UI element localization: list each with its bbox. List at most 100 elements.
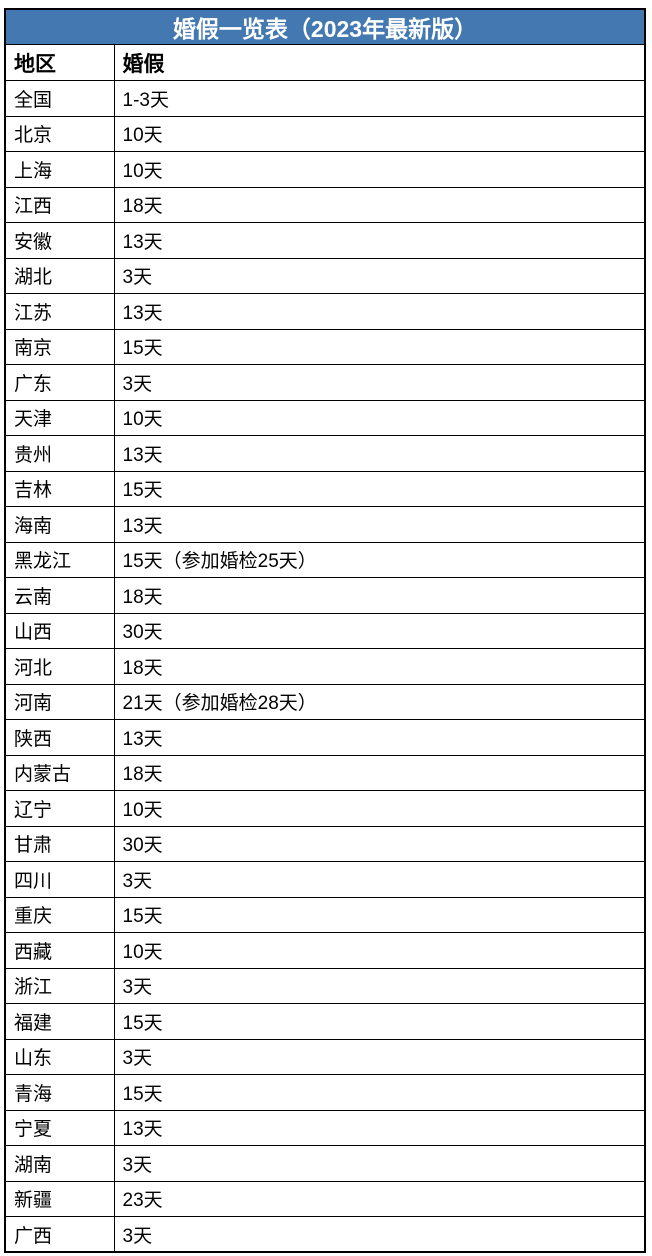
leave-cell: 3天 (113, 1038, 646, 1075)
region-cell: 吉林 (4, 470, 115, 507)
leave-cell: 15天 (113, 1003, 646, 1040)
table-row: 上海 10天 (4, 151, 646, 188)
leave-cell: 18天 (113, 754, 646, 791)
leave-cell: 23天 (113, 1180, 646, 1217)
table-row: 福建 15天 (4, 1003, 646, 1040)
leave-cell: 10天 (113, 399, 646, 436)
leave-cell: 10天 (113, 151, 646, 188)
region-cell: 山西 (4, 612, 115, 649)
region-cell: 江苏 (4, 293, 115, 330)
leave-cell: 21天（参加婚检28天） (113, 683, 646, 720)
region-cell: 陕西 (4, 719, 115, 756)
marriage-leave-table: 婚假一览表（2023年最新版） 地区 婚假 全国 1-3天 北京 10天 上海 … (4, 8, 646, 1253)
table-row: 全国 1-3天 (4, 80, 646, 117)
table-row: 江苏 13天 (4, 293, 646, 330)
region-cell: 浙江 (4, 967, 115, 1004)
region-cell: 天津 (4, 399, 115, 436)
region-cell: 福建 (4, 1003, 115, 1040)
region-cell: 四川 (4, 861, 115, 898)
leave-cell: 3天 (113, 861, 646, 898)
region-cell: 南京 (4, 328, 115, 365)
leave-cell: 30天 (113, 612, 646, 649)
table-row: 黑龙江 15天（参加婚检25天） (4, 541, 646, 578)
table-row: 安徽 13天 (4, 222, 646, 259)
table-row: 陕西 13天 (4, 719, 646, 756)
table-row: 山东 3天 (4, 1038, 646, 1075)
region-cell: 河北 (4, 648, 115, 685)
leave-cell: 13天 (113, 435, 646, 472)
table-row: 青海 15天 (4, 1074, 646, 1111)
table-row: 广西 3天 (4, 1216, 646, 1253)
leave-cell: 15天 (113, 328, 646, 365)
table-row: 山西 30天 (4, 612, 646, 649)
leave-cell: 3天 (113, 1216, 646, 1253)
leave-cell: 1-3天 (113, 80, 646, 117)
region-cell: 海南 (4, 506, 115, 543)
region-cell: 西藏 (4, 932, 115, 969)
table-row: 云南 18天 (4, 577, 646, 614)
leave-cell: 3天 (113, 1145, 646, 1182)
table-row: 吉林 15天 (4, 470, 646, 507)
table-row: 南京 15天 (4, 328, 646, 365)
table-row: 辽宁 10天 (4, 790, 646, 827)
column-header-leave: 婚假 (113, 44, 646, 81)
leave-cell: 13天 (113, 222, 646, 259)
region-cell: 新疆 (4, 1180, 115, 1217)
region-cell: 内蒙古 (4, 754, 115, 791)
region-cell: 青海 (4, 1074, 115, 1111)
table-row: 海南 13天 (4, 506, 646, 543)
table-body: 全国 1-3天 北京 10天 上海 10天 江西 18天 安徽 13天 湖北 3… (4, 80, 646, 1253)
leave-cell: 30天 (113, 825, 646, 862)
table-row: 河北 18天 (4, 648, 646, 685)
table-row: 重庆 15天 (4, 896, 646, 933)
leave-cell: 3天 (113, 364, 646, 401)
table-row: 浙江 3天 (4, 967, 646, 1004)
table-row: 贵州 13天 (4, 435, 646, 472)
region-cell: 河南 (4, 683, 115, 720)
leave-cell: 13天 (113, 506, 646, 543)
leave-cell: 18天 (113, 577, 646, 614)
region-cell: 广东 (4, 364, 115, 401)
leave-cell: 18天 (113, 186, 646, 223)
table-row: 内蒙古 18天 (4, 754, 646, 791)
region-cell: 重庆 (4, 896, 115, 933)
table-row: 河南 21天（参加婚检28天） (4, 683, 646, 720)
leave-cell: 15天（参加婚检25天） (113, 541, 646, 578)
region-cell: 山东 (4, 1038, 115, 1075)
marriage-leave-table-container: 婚假一览表（2023年最新版） 地区 婚假 全国 1-3天 北京 10天 上海 … (4, 8, 646, 1253)
leave-cell: 15天 (113, 896, 646, 933)
leave-cell: 10天 (113, 115, 646, 152)
leave-cell: 3天 (113, 967, 646, 1004)
region-cell: 贵州 (4, 435, 115, 472)
column-header-region: 地区 (4, 44, 115, 81)
region-cell: 安徽 (4, 222, 115, 259)
region-cell: 上海 (4, 151, 115, 188)
region-cell: 辽宁 (4, 790, 115, 827)
title-row: 婚假一览表（2023年最新版） (4, 8, 646, 45)
table-row: 天津 10天 (4, 399, 646, 436)
page-title: 婚假一览表（2023年最新版） (4, 8, 646, 45)
table-row: 湖北 3天 (4, 257, 646, 294)
leave-cell: 18天 (113, 648, 646, 685)
leave-cell: 3天 (113, 257, 646, 294)
table-row: 广东 3天 (4, 364, 646, 401)
table-row: 新疆 23天 (4, 1180, 646, 1217)
leave-cell: 10天 (113, 790, 646, 827)
leave-cell: 13天 (113, 1109, 646, 1146)
region-cell: 江西 (4, 186, 115, 223)
region-cell: 北京 (4, 115, 115, 152)
leave-cell: 13天 (113, 293, 646, 330)
region-cell: 甘肃 (4, 825, 115, 862)
table-row: 宁夏 13天 (4, 1109, 646, 1146)
leave-cell: 15天 (113, 470, 646, 507)
region-cell: 湖南 (4, 1145, 115, 1182)
table-row: 湖南 3天 (4, 1145, 646, 1182)
region-cell: 广西 (4, 1216, 115, 1253)
table-row: 四川 3天 (4, 861, 646, 898)
region-cell: 宁夏 (4, 1109, 115, 1146)
region-cell: 全国 (4, 80, 115, 117)
region-cell: 云南 (4, 577, 115, 614)
header-row: 地区 婚假 (4, 44, 646, 81)
region-cell: 黑龙江 (4, 541, 115, 578)
table-row: 西藏 10天 (4, 932, 646, 969)
